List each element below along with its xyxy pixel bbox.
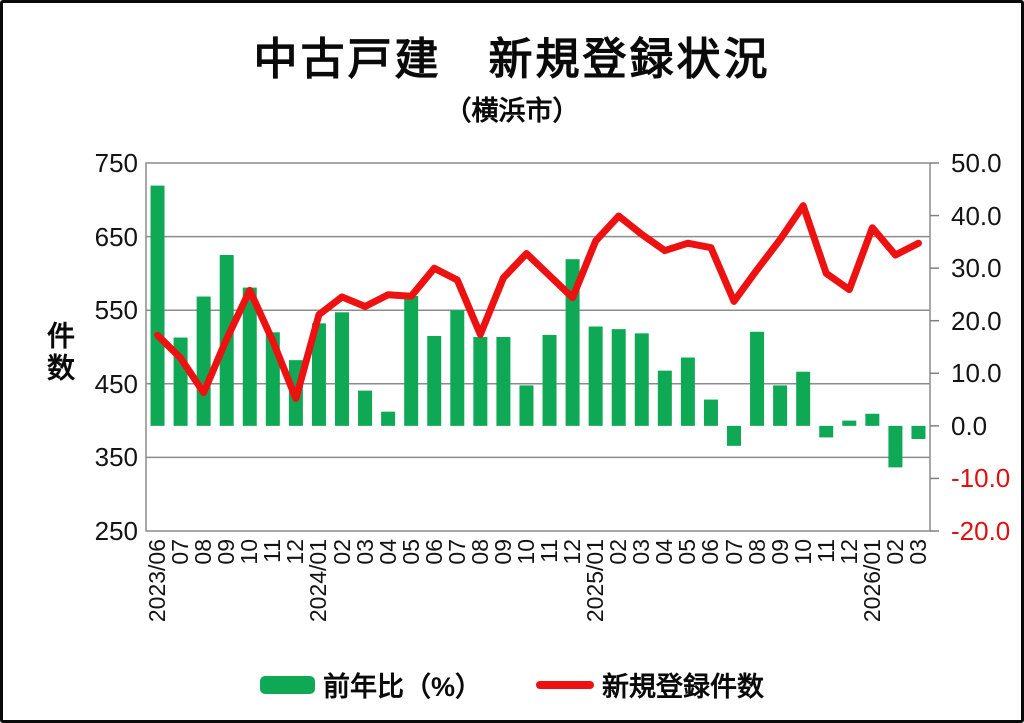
left-axis-tick: 350 [94, 442, 138, 473]
x-axis-label: 11 [536, 539, 563, 563]
bar [358, 390, 373, 426]
bar [404, 296, 419, 426]
chart-title: 中古戸建 新規登録状況 [253, 35, 771, 84]
left-axis-tick: 550 [94, 295, 138, 326]
x-axis-label: 11 [812, 539, 839, 563]
x-axis-label: 07 [167, 539, 194, 565]
bar [565, 259, 580, 426]
x-axis-label: 05 [674, 539, 701, 565]
bar [773, 385, 788, 426]
x-axis-label: 02 [881, 539, 908, 565]
bar [335, 312, 349, 426]
x-axis-label: 12 [282, 539, 309, 565]
x-axis-label: 04 [651, 539, 678, 565]
bar [150, 185, 165, 426]
right-axis-tick: 30.0 [951, 253, 1002, 284]
right-axis-tick: -20.0 [951, 516, 1011, 546]
bar [242, 287, 257, 426]
bar [634, 333, 649, 426]
right-axis-tick: 40.0 [951, 200, 1002, 231]
x-axis-label: 08 [743, 539, 770, 565]
x-axis-label: 11 [259, 539, 286, 563]
x-axis-label: 09 [213, 539, 240, 565]
plot-border [145, 162, 931, 532]
bar [865, 413, 880, 426]
legend-item-bar-series: 前年比（%） [259, 665, 482, 704]
bar [519, 385, 534, 426]
legend: 前年比（%） 新規登録件数 [3, 665, 1021, 704]
bar [796, 371, 811, 426]
bar [427, 335, 442, 426]
x-axis-label: 02 [605, 539, 632, 565]
bar [680, 357, 695, 426]
bar [657, 370, 672, 426]
x-axis-label: 08 [466, 539, 493, 565]
right-axis-tick: -10.0 [951, 463, 1011, 494]
bar [473, 337, 488, 426]
bar [750, 331, 765, 426]
bar [588, 326, 603, 426]
bar [196, 296, 211, 426]
left-axis-title: 件数 [44, 321, 75, 385]
left-axis-tick: 450 [94, 368, 138, 399]
x-axis-label: 04 [374, 539, 401, 565]
x-axis-label: 08 [190, 539, 217, 565]
left-axis-tick: 750 [94, 148, 138, 178]
bar [911, 425, 926, 439]
right-axis-tick: 50.0 [951, 148, 1002, 178]
x-axis-label: 2025/01 [582, 539, 609, 623]
x-axis-label: 03 [351, 539, 378, 565]
right-axis-tick: 10.0 [951, 358, 1002, 389]
bar [819, 425, 834, 438]
bar [311, 323, 326, 426]
bar [450, 310, 465, 426]
x-axis-label: 02 [328, 539, 355, 565]
x-axis-label: 10 [789, 539, 816, 565]
left-axis-tick: 650 [94, 221, 138, 252]
bar [727, 425, 741, 446]
legend-item-line-series: 新規登録件数 [536, 665, 764, 704]
x-axis-label: 12 [835, 539, 862, 565]
x-axis-label: 03 [904, 539, 931, 565]
x-axis-label: 10 [236, 539, 263, 565]
line-series-swatch [536, 680, 594, 689]
bar [611, 329, 626, 426]
left-axis-tick: 250 [94, 516, 138, 546]
x-axis-label: 2026/01 [858, 539, 885, 623]
line-series-label: 新規登録件数 [602, 672, 764, 702]
x-axis-label: 06 [697, 539, 724, 565]
chart-subtitle: （横浜市） [444, 96, 580, 126]
bar [542, 334, 557, 426]
bar [842, 420, 857, 426]
line-series [154, 202, 922, 403]
x-axis-label: 10 [512, 539, 539, 565]
x-axis-label: 09 [766, 539, 793, 565]
bar [496, 337, 511, 426]
bar-series-swatch [259, 675, 315, 694]
right-axis-tick: 0.0 [951, 410, 988, 441]
x-axis-label: 2024/01 [305, 539, 332, 623]
right-axis-tick: 20.0 [951, 305, 1002, 336]
x-axis-label: 06 [420, 539, 447, 565]
x-axis-label: 07 [720, 539, 747, 565]
bar [381, 411, 396, 426]
x-axis-label: 05 [397, 539, 424, 565]
bar [703, 399, 718, 426]
x-axis-label: 2023/06 [144, 539, 171, 623]
x-axis-label: 07 [443, 539, 470, 565]
chart-plot [145, 162, 939, 532]
bar [888, 425, 903, 468]
bar-series-label: 前年比（%） [322, 672, 482, 702]
x-axis-label: 09 [489, 539, 516, 565]
x-axis-label: 03 [628, 539, 655, 565]
x-axis-label: 12 [559, 539, 586, 565]
